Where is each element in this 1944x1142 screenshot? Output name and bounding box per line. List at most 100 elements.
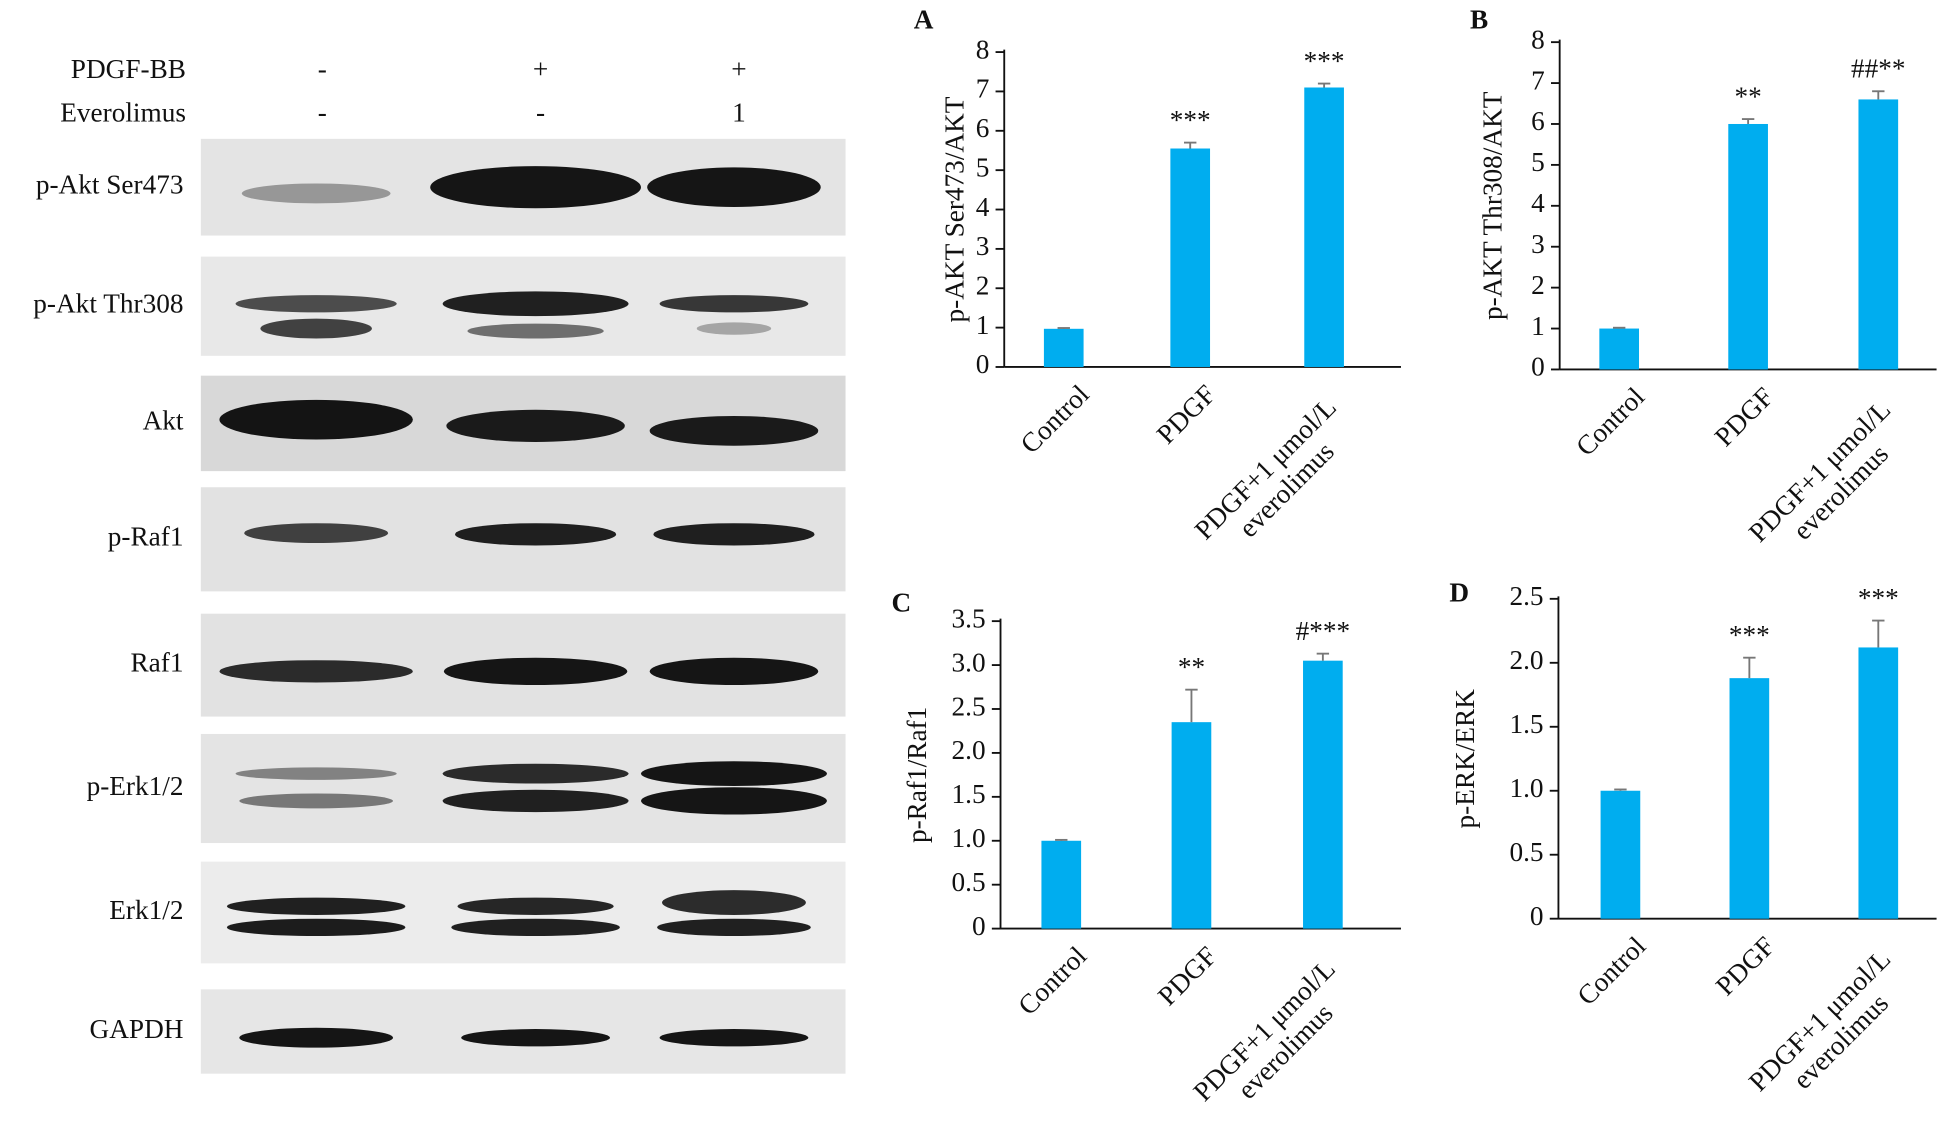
- y-tick-label: 1: [1531, 311, 1545, 341]
- bar: [1171, 722, 1212, 929]
- band: [659, 295, 809, 313]
- y-tick-label: 3.5: [952, 603, 986, 633]
- row-label: p-Erk1/2: [87, 771, 184, 801]
- y-tick-label: 0.5: [1509, 837, 1543, 867]
- bar: [1041, 840, 1082, 929]
- band: [640, 761, 827, 787]
- y-tick-label: 2: [1531, 270, 1545, 300]
- y-tick-label: 5: [1531, 147, 1545, 177]
- y-tick-label: 1.0: [952, 823, 986, 853]
- band: [442, 763, 629, 784]
- band: [226, 897, 406, 915]
- band: [239, 793, 394, 809]
- band: [467, 323, 604, 339]
- significance: ##**: [1851, 54, 1906, 84]
- bar: [1858, 647, 1899, 919]
- y-tick-label: 2.0: [1509, 645, 1543, 675]
- band: [219, 399, 413, 440]
- band: [657, 918, 811, 937]
- lane-sign: -: [536, 98, 545, 128]
- band: [244, 523, 389, 544]
- y-tick-label: 3: [976, 231, 990, 261]
- y-tick-label: 8: [976, 34, 990, 64]
- band: [455, 523, 617, 546]
- significance: ***: [1170, 105, 1211, 135]
- band: [260, 318, 372, 339]
- lane-sign: -: [318, 54, 327, 84]
- y-tick-label: 3: [1531, 229, 1545, 259]
- y-tick-label: 2.0: [952, 735, 986, 765]
- significance: #***: [1296, 616, 1351, 646]
- y-tick-label: 3.0: [952, 647, 986, 677]
- y-tick-label: 1.0: [1509, 773, 1543, 803]
- row-label: Akt: [143, 406, 184, 436]
- bar: [1170, 148, 1211, 367]
- y-tick-label: 7: [976, 74, 990, 104]
- y-tick-label: 4: [976, 192, 990, 222]
- bar: [1303, 660, 1343, 929]
- significance: ***: [1858, 583, 1899, 613]
- band: [235, 767, 397, 780]
- panel-label: C: [891, 587, 911, 617]
- row-label: p-Raf1: [108, 522, 184, 552]
- significance: ***: [1304, 46, 1345, 76]
- y-tick-label: 0: [1530, 901, 1544, 931]
- row-label: p-Akt Thr308: [33, 288, 183, 318]
- band: [241, 183, 391, 204]
- bar: [1600, 790, 1641, 919]
- band: [226, 918, 406, 937]
- bar: [1599, 328, 1640, 370]
- y-tick-label: 6: [976, 113, 990, 143]
- bar: [1043, 328, 1084, 367]
- band: [659, 1029, 809, 1047]
- panel-label: D: [1449, 577, 1469, 607]
- significance: **: [1734, 81, 1761, 111]
- bar: [1858, 99, 1899, 370]
- panel-label: B: [1470, 5, 1488, 35]
- band: [649, 657, 819, 685]
- y-tick-label: 1: [976, 310, 990, 340]
- y-tick-label: 0.5: [952, 867, 986, 897]
- band: [461, 1029, 610, 1047]
- band: [457, 897, 614, 915]
- band: [235, 295, 397, 313]
- condition-label: PDGF-BB: [71, 54, 186, 84]
- band: [451, 918, 620, 937]
- y-tick-label: 4: [1531, 188, 1545, 218]
- band: [446, 409, 625, 442]
- lane-sign: +: [731, 54, 746, 84]
- significance: **: [1178, 652, 1205, 682]
- y-axis-label: p-ERK/ERK: [1450, 689, 1480, 829]
- y-axis-label: p-Raf1/Raf1: [902, 707, 932, 843]
- lane-sign: +: [533, 54, 548, 84]
- bar: [1728, 123, 1768, 370]
- row-label: Raf1: [130, 647, 183, 677]
- y-axis-label: p-AKT Thr308/AKT: [1477, 91, 1507, 320]
- y-tick-label: 0: [976, 349, 990, 379]
- band: [649, 415, 819, 446]
- y-tick-label: 1.5: [952, 779, 986, 809]
- significance: ***: [1729, 620, 1770, 650]
- y-tick-label: 7: [1531, 65, 1545, 95]
- lane-sign: -: [318, 98, 327, 128]
- band: [442, 291, 629, 317]
- band: [696, 322, 772, 335]
- band: [653, 523, 815, 546]
- y-tick-label: 2.5: [952, 691, 986, 721]
- y-tick-label: 2.5: [1509, 581, 1543, 611]
- band: [219, 660, 413, 683]
- band: [442, 789, 629, 813]
- panel-label: A: [914, 5, 934, 35]
- condition-label: Everolimus: [60, 98, 186, 128]
- band: [239, 1027, 394, 1048]
- y-tick-label: 2: [976, 271, 990, 301]
- bar: [1729, 678, 1770, 919]
- lane-sign: 1: [732, 98, 746, 128]
- row-label: Erk1/2: [109, 895, 183, 925]
- band: [443, 657, 628, 685]
- y-tick-label: 8: [1531, 24, 1545, 54]
- row-label: p-Akt Ser473: [36, 169, 184, 199]
- y-tick-label: 0: [1531, 352, 1545, 382]
